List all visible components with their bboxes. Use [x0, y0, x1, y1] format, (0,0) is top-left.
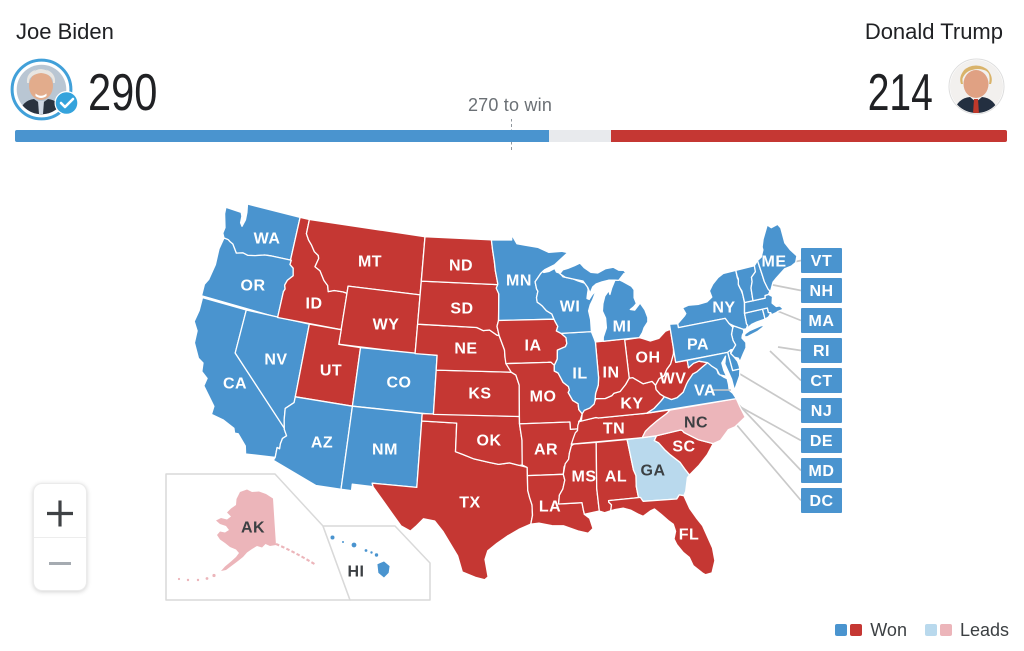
- svg-text:OR: OR: [241, 278, 266, 295]
- svg-text:NH: NH: [809, 283, 833, 300]
- svg-text:ND: ND: [449, 258, 473, 275]
- svg-text:SC: SC: [672, 439, 695, 456]
- svg-text:NC: NC: [684, 415, 708, 432]
- svg-text:MT: MT: [358, 254, 382, 271]
- svg-text:IL: IL: [572, 366, 587, 383]
- svg-text:HI: HI: [348, 564, 365, 581]
- svg-text:NV: NV: [264, 352, 287, 369]
- svg-text:MO: MO: [530, 389, 557, 406]
- svg-text:WI: WI: [560, 299, 581, 316]
- svg-text:AL: AL: [605, 469, 627, 486]
- svg-text:NJ: NJ: [811, 403, 832, 420]
- svg-text:OH: OH: [636, 350, 661, 367]
- svg-text:CO: CO: [387, 375, 412, 392]
- svg-text:MD: MD: [809, 463, 835, 480]
- svg-text:DE: DE: [810, 433, 833, 450]
- svg-text:ME: ME: [762, 254, 787, 271]
- svg-text:NY: NY: [712, 300, 735, 317]
- svg-text:UT: UT: [320, 363, 342, 380]
- svg-text:GA: GA: [641, 463, 666, 480]
- svg-text:WV: WV: [660, 371, 687, 388]
- svg-text:WA: WA: [254, 231, 281, 248]
- svg-text:CA: CA: [223, 376, 247, 393]
- svg-text:NE: NE: [454, 341, 477, 358]
- svg-text:TX: TX: [459, 495, 480, 512]
- svg-text:KS: KS: [468, 386, 491, 403]
- svg-text:CT: CT: [810, 373, 832, 390]
- svg-text:WY: WY: [373, 317, 400, 334]
- svg-text:AK: AK: [241, 520, 265, 537]
- svg-text:AR: AR: [534, 442, 558, 459]
- svg-text:OK: OK: [477, 433, 502, 450]
- svg-text:SD: SD: [450, 301, 473, 318]
- svg-text:RI: RI: [813, 343, 830, 360]
- svg-text:IA: IA: [525, 338, 542, 355]
- svg-text:AZ: AZ: [311, 435, 333, 452]
- svg-text:KY: KY: [620, 396, 643, 413]
- svg-text:VA: VA: [694, 383, 716, 400]
- svg-text:MA: MA: [809, 313, 835, 330]
- svg-text:DC: DC: [809, 493, 833, 510]
- svg-text:LA: LA: [539, 499, 561, 516]
- svg-text:TN: TN: [603, 421, 625, 438]
- svg-text:MN: MN: [506, 273, 532, 290]
- svg-text:VT: VT: [811, 253, 832, 270]
- svg-text:MI: MI: [613, 319, 632, 336]
- svg-text:FL: FL: [679, 527, 700, 544]
- svg-text:PA: PA: [687, 337, 709, 354]
- svg-text:IN: IN: [603, 365, 620, 382]
- svg-text:NM: NM: [372, 442, 398, 459]
- svg-text:MS: MS: [572, 469, 597, 486]
- svg-text:ID: ID: [306, 296, 323, 313]
